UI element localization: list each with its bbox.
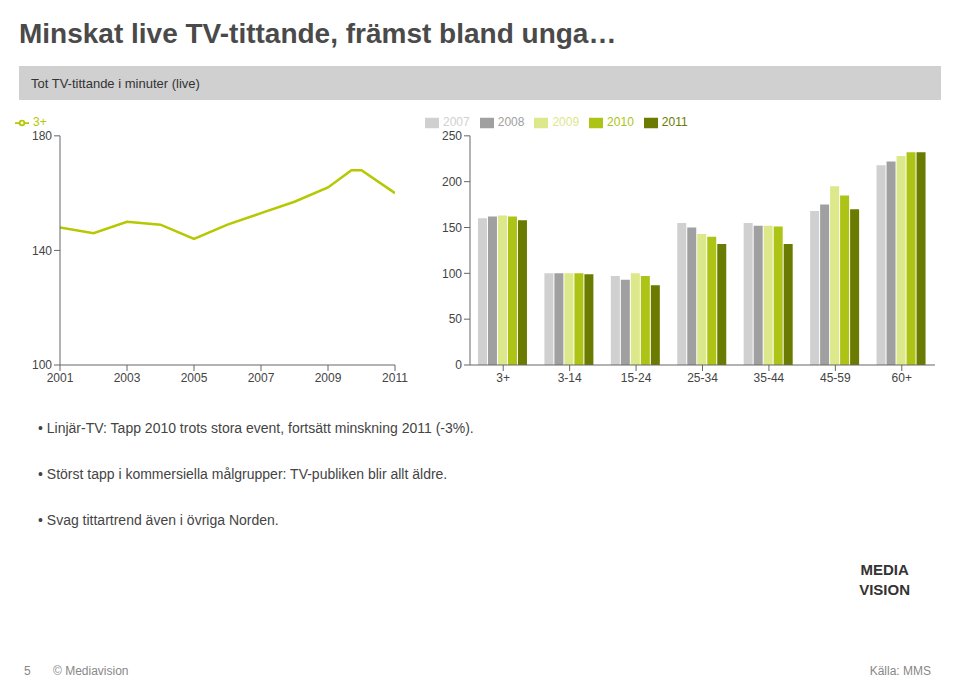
html-text:2008: 2008 [497, 115, 525, 129]
svg-text:250: 250 [442, 129, 462, 143]
html-text:5: 5 [24, 664, 31, 678]
svg-text:45-59: 45-59 [820, 371, 851, 385]
html-text:2011: 2011 [661, 115, 688, 129]
svg-text:180: 180 [32, 129, 52, 143]
svg-text:3+: 3+ [496, 371, 510, 385]
svg-text:60+: 60+ [892, 371, 912, 385]
html-text:Källa: MMS: Källa: MMS [869, 664, 931, 678]
svg-text:2011: 2011 [382, 371, 408, 385]
svg-text:2007: 2007 [248, 371, 275, 385]
svg-text:3-14: 3-14 [558, 371, 582, 385]
html-text:• Linjär-TV: Tapp 2010 trots s: • Linjär-TV: Tapp 2010 trots stora event… [38, 420, 474, 436]
svg-text:25-34: 25-34 [687, 371, 718, 385]
html-text:2010: 2010 [607, 115, 634, 129]
svg-text:15-24: 15-24 [621, 371, 652, 385]
html-text:• Svag tittartrend även i övri: • Svag tittartrend även i övriga Norden. [38, 512, 279, 528]
html-text:• Störst tapp i kommersiella m: • Störst tapp i kommersiella målgrupper:… [38, 466, 448, 482]
html-text:Tot TV-tittande i minuter (liv: Tot TV-tittande i minuter (live) [31, 75, 200, 91]
html-text:3+: 3+ [33, 115, 47, 129]
svg-text:50: 50 [449, 312, 463, 326]
html-text:2009: 2009 [552, 115, 580, 129]
svg-text:150: 150 [442, 221, 462, 235]
svg-text:200: 200 [442, 175, 462, 189]
html-text:MEDIA VISION: MEDIA VISION [859, 561, 910, 598]
svg-text:35-44: 35-44 [754, 371, 785, 385]
html-text:Minskat live TV-tittande, främ: Minskat live TV-tittande, främst bland u… [19, 18, 617, 49]
svg-text:2001: 2001 [47, 371, 74, 385]
svg-text:140: 140 [32, 244, 52, 258]
html-text:2007: 2007 [443, 115, 470, 129]
svg-text:2005: 2005 [181, 371, 208, 385]
svg-text:100: 100 [442, 267, 462, 281]
svg-text:2003: 2003 [114, 371, 141, 385]
svg-text:2009: 2009 [315, 371, 342, 385]
html-text:© Mediavision: © Mediavision [53, 664, 129, 678]
svg-text:0: 0 [455, 358, 462, 372]
svg-text:100: 100 [32, 358, 52, 372]
